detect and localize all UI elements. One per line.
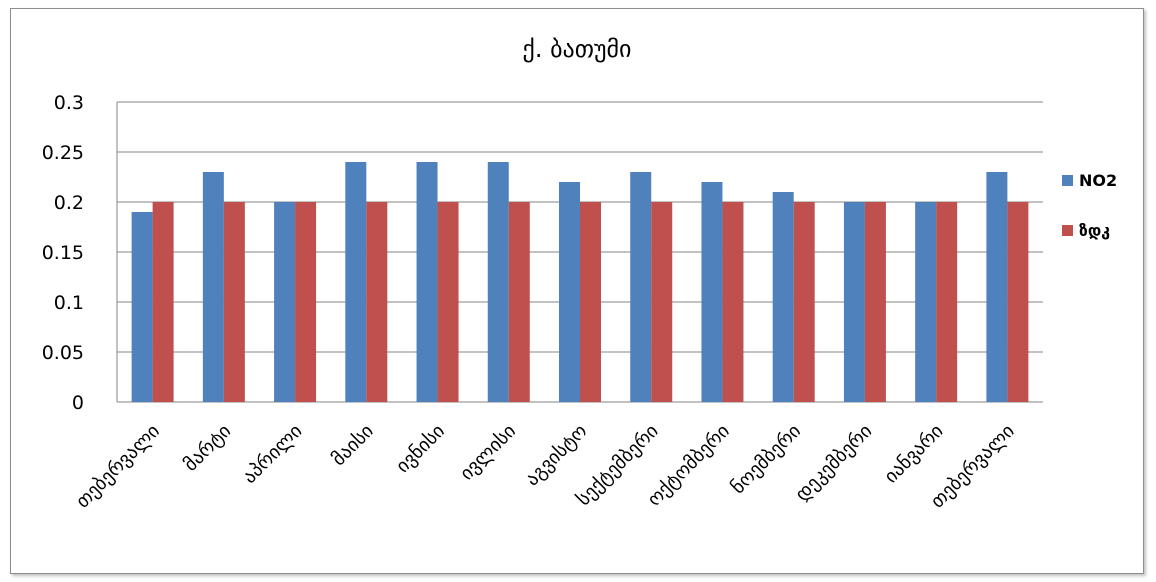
bar-no2 xyxy=(915,202,937,402)
x-tick-label: აგვისტო xyxy=(521,420,591,490)
bar-no2 xyxy=(701,182,723,402)
x-tick-label: დეკემბერი xyxy=(791,420,876,505)
bar-no2 xyxy=(986,172,1008,402)
bar-no2 xyxy=(559,182,580,402)
bar-no2 xyxy=(843,202,865,402)
bars xyxy=(131,162,1029,402)
legend-label: ზდკ xyxy=(1079,221,1110,240)
bar-zdk xyxy=(793,202,815,402)
legend: NO2 ზდკ xyxy=(1062,171,1117,240)
bar-zdk xyxy=(223,202,245,402)
bar-no2 xyxy=(416,162,438,402)
y-axis-ticks: 0 0.05 0.1 0.15 0.2 0.25 0.3 xyxy=(42,92,84,414)
x-axis-ticks: თებერვალი მარტი აპრილი მაისი ივნისი ივლისი აგვ… xyxy=(72,420,1019,513)
legend-swatch xyxy=(1062,225,1073,236)
bar-zdk xyxy=(437,202,459,402)
bar-zdk xyxy=(295,202,317,402)
bar-no2 xyxy=(487,162,509,402)
bar-zdk xyxy=(1007,202,1029,402)
bar-no2 xyxy=(202,172,224,402)
x-tick-label: ივლისი xyxy=(456,420,521,485)
bar-no2 xyxy=(131,212,153,402)
x-tick-label: იანვარი xyxy=(880,420,948,488)
bar-zdk xyxy=(936,202,958,402)
y-tick-label: 0.15 xyxy=(42,242,84,264)
x-tick-label: მარტი xyxy=(180,420,236,476)
y-tick-label: 0.05 xyxy=(42,342,84,364)
x-tick-label: მაისი xyxy=(328,420,378,470)
legend-label: NO2 xyxy=(1079,171,1117,190)
bar-no2 xyxy=(274,202,296,402)
y-tick-label: 0.25 xyxy=(42,142,84,164)
bar-no2 xyxy=(345,162,367,402)
bar-no2 xyxy=(772,192,794,402)
bar-no2 xyxy=(630,172,652,402)
x-tick-label: ივნისი xyxy=(392,420,449,477)
x-tick-label: აპრილი xyxy=(239,420,307,488)
legend-swatch xyxy=(1062,175,1073,186)
bar-zdk xyxy=(152,202,174,402)
bar-zdk xyxy=(580,202,601,402)
y-tick-label: 0 xyxy=(72,392,84,414)
bar-zdk xyxy=(864,202,886,402)
y-tick-label: 0.1 xyxy=(54,292,84,314)
y-tick-label: 0.2 xyxy=(54,192,84,214)
bar-zdk xyxy=(366,202,388,402)
chart-title: ქ. ბათუმი xyxy=(523,35,632,63)
bar-zdk xyxy=(651,202,673,402)
bar-zdk xyxy=(508,202,530,402)
x-tick-label: თებერვალი xyxy=(72,420,165,513)
bar-zdk xyxy=(722,202,744,402)
y-tick-label: 0.3 xyxy=(54,92,84,114)
